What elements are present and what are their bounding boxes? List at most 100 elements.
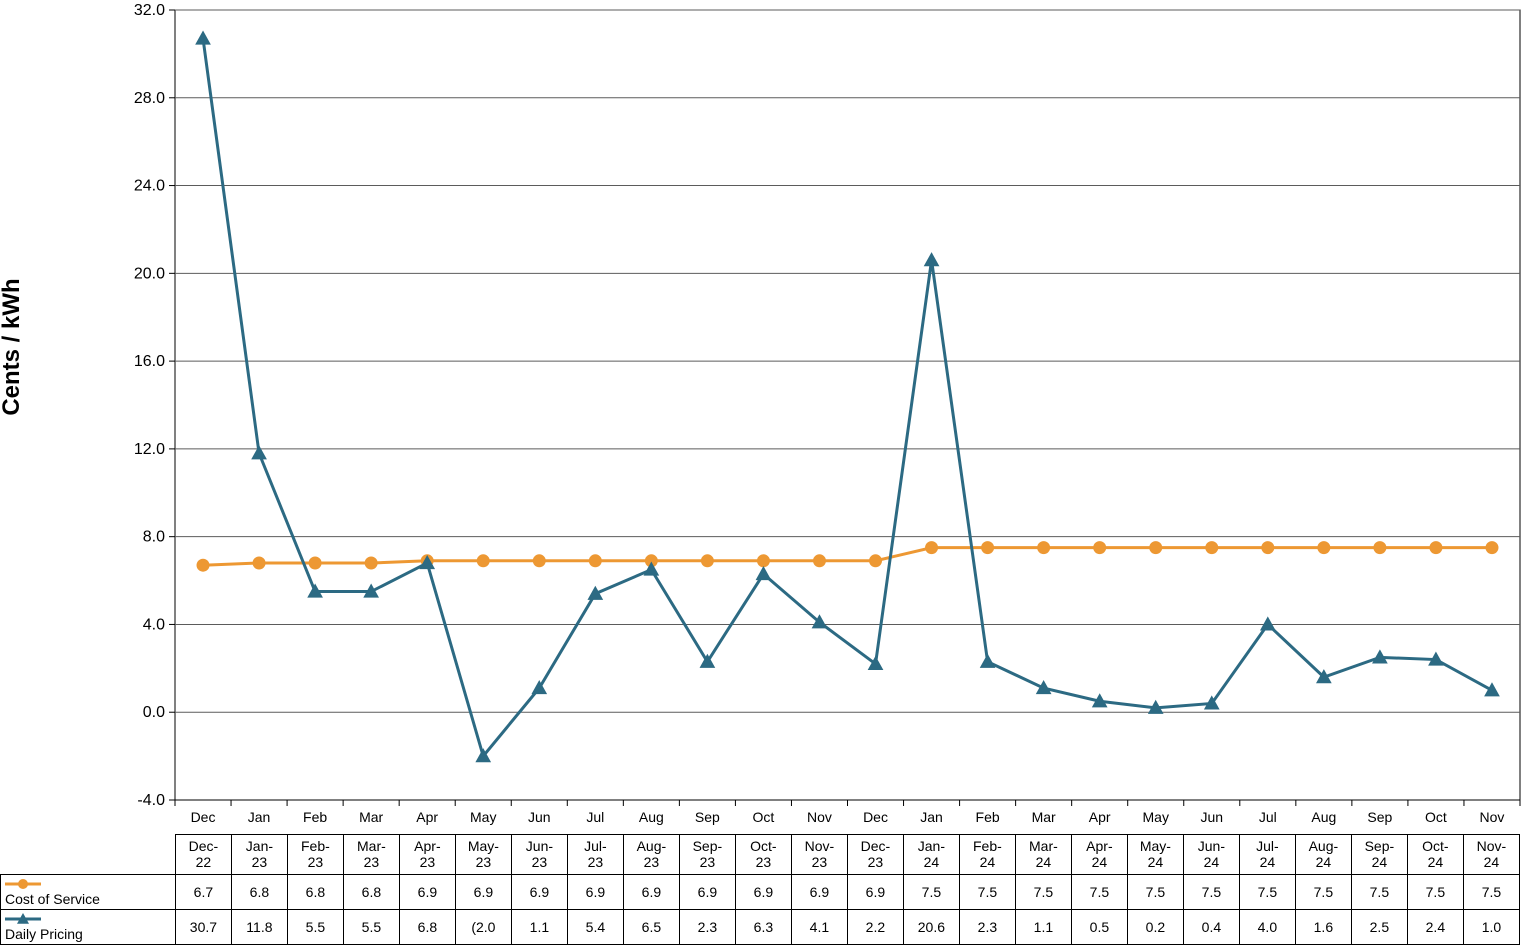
marker-circle bbox=[1094, 542, 1106, 554]
marker-circle bbox=[1486, 542, 1498, 554]
x-month-label: Apr bbox=[1089, 809, 1111, 825]
period-cell: Jun-24 bbox=[1183, 835, 1239, 875]
value-cell: 1.1 bbox=[511, 910, 567, 945]
marker-circle bbox=[1262, 542, 1274, 554]
period-cell: Oct-23 bbox=[735, 835, 791, 875]
period-cell: Dec-23 bbox=[847, 835, 903, 875]
ytick-label: 4.0 bbox=[143, 616, 165, 633]
marker-circle bbox=[757, 555, 769, 567]
y-axis-label: Cents / kWh bbox=[0, 278, 26, 415]
data-table: Dec-22Jan-23Feb-23Mar-23Apr-23May-23Jun-… bbox=[0, 834, 1520, 945]
value-cell: 1.0 bbox=[1463, 910, 1519, 945]
marker-circle bbox=[589, 555, 601, 567]
value-cell: 2.5 bbox=[1351, 910, 1407, 945]
ytick-label: 16.0 bbox=[134, 353, 165, 370]
x-month-label: May bbox=[470, 809, 496, 825]
x-month-label: Nov bbox=[1480, 809, 1505, 825]
triangle-marker-icon bbox=[5, 912, 41, 926]
x-month-label: Jul bbox=[1259, 809, 1277, 825]
value-cell: 6.9 bbox=[567, 875, 623, 910]
x-month-label: Jan bbox=[920, 809, 943, 825]
value-cell: 2.2 bbox=[847, 910, 903, 945]
x-month-label: Oct bbox=[1425, 809, 1447, 825]
x-month-label: Sep bbox=[1367, 809, 1392, 825]
value-cell: 7.5 bbox=[903, 875, 959, 910]
value-cell: 6.5 bbox=[623, 910, 679, 945]
ytick-label: 8.0 bbox=[143, 529, 165, 546]
ytick-label: 32.0 bbox=[134, 2, 165, 19]
value-cell: (2.0 bbox=[455, 910, 511, 945]
x-month-label: Feb bbox=[976, 809, 1000, 825]
marker-circle bbox=[870, 555, 882, 567]
chart-container: Cents / kWh -4.00.04.08.012.016.020.024.… bbox=[0, 0, 1539, 945]
value-cell: 1.6 bbox=[1295, 910, 1351, 945]
period-cell: Oct-24 bbox=[1407, 835, 1463, 875]
legend-cell: Cost of Service bbox=[1, 875, 176, 910]
period-cell: Jul-23 bbox=[567, 835, 623, 875]
value-cell: 7.5 bbox=[1407, 875, 1463, 910]
value-cell: 7.5 bbox=[1351, 875, 1407, 910]
marker-circle bbox=[1206, 542, 1218, 554]
legend-label: Cost of Service bbox=[5, 891, 100, 907]
value-cell: 0.5 bbox=[1071, 910, 1127, 945]
value-cell: 6.8 bbox=[287, 875, 343, 910]
x-month-label: Sep bbox=[695, 809, 720, 825]
ytick-label: 20.0 bbox=[134, 265, 165, 282]
marker-circle bbox=[1318, 542, 1330, 554]
x-month-label: Feb bbox=[303, 809, 327, 825]
period-cell: Sep-23 bbox=[679, 835, 735, 875]
period-cell: Jun-23 bbox=[511, 835, 567, 875]
period-cell: May-23 bbox=[455, 835, 511, 875]
ytick-label: -4.0 bbox=[137, 792, 165, 809]
marker-circle bbox=[813, 555, 825, 567]
period-cell: Apr-23 bbox=[399, 835, 455, 875]
value-cell: 6.9 bbox=[623, 875, 679, 910]
circle-marker-icon bbox=[5, 877, 41, 891]
cost-of-service-row: Cost of Service6.76.86.86.86.96.96.96.96… bbox=[1, 875, 1520, 910]
line-chart: -4.00.04.08.012.016.020.024.028.032.0Dec… bbox=[0, 0, 1539, 850]
value-cell: 6.9 bbox=[679, 875, 735, 910]
marker-circle bbox=[1150, 542, 1162, 554]
x-month-label: Aug bbox=[639, 809, 664, 825]
period-cell: Nov-24 bbox=[1463, 835, 1519, 875]
value-cell: 5.5 bbox=[343, 910, 399, 945]
value-cell: 6.7 bbox=[175, 875, 231, 910]
period-cell: Feb-24 bbox=[959, 835, 1015, 875]
value-cell: 30.7 bbox=[175, 910, 231, 945]
value-cell: 6.9 bbox=[735, 875, 791, 910]
period-cell: Mar-23 bbox=[343, 835, 399, 875]
value-cell: 2.3 bbox=[959, 910, 1015, 945]
value-cell: 11.8 bbox=[231, 910, 287, 945]
value-cell: 20.6 bbox=[903, 910, 959, 945]
period-cell: Sep-24 bbox=[1351, 835, 1407, 875]
marker-circle bbox=[1038, 542, 1050, 554]
x-month-label: Mar bbox=[1032, 809, 1056, 825]
value-cell: 6.3 bbox=[735, 910, 791, 945]
period-cell: Dec-22 bbox=[175, 835, 231, 875]
period-cell: May-24 bbox=[1127, 835, 1183, 875]
value-cell: 7.5 bbox=[1239, 875, 1295, 910]
ytick-label: 0.0 bbox=[143, 704, 165, 721]
value-cell: 6.8 bbox=[231, 875, 287, 910]
value-cell: 7.5 bbox=[1295, 875, 1351, 910]
value-cell: 7.5 bbox=[1463, 875, 1519, 910]
marker-circle bbox=[365, 557, 377, 569]
ytick-label: 28.0 bbox=[134, 90, 165, 107]
value-cell: 2.4 bbox=[1407, 910, 1463, 945]
value-cell: 4.0 bbox=[1239, 910, 1295, 945]
legend-cell: Daily Pricing bbox=[1, 910, 176, 945]
value-cell: 6.9 bbox=[791, 875, 847, 910]
ytick-label: 12.0 bbox=[134, 441, 165, 458]
legend-spacer bbox=[1, 835, 176, 875]
marker-circle bbox=[477, 555, 489, 567]
value-cell: 6.8 bbox=[343, 875, 399, 910]
value-cell: 7.5 bbox=[1127, 875, 1183, 910]
period-row: Dec-22Jan-23Feb-23Mar-23Apr-23May-23Jun-… bbox=[1, 835, 1520, 875]
marker-circle bbox=[982, 542, 994, 554]
value-cell: 6.9 bbox=[455, 875, 511, 910]
period-cell: Mar-24 bbox=[1015, 835, 1071, 875]
value-cell: 5.4 bbox=[567, 910, 623, 945]
x-month-label: Nov bbox=[807, 809, 832, 825]
period-cell: Jan-23 bbox=[231, 835, 287, 875]
period-cell: Apr-24 bbox=[1071, 835, 1127, 875]
